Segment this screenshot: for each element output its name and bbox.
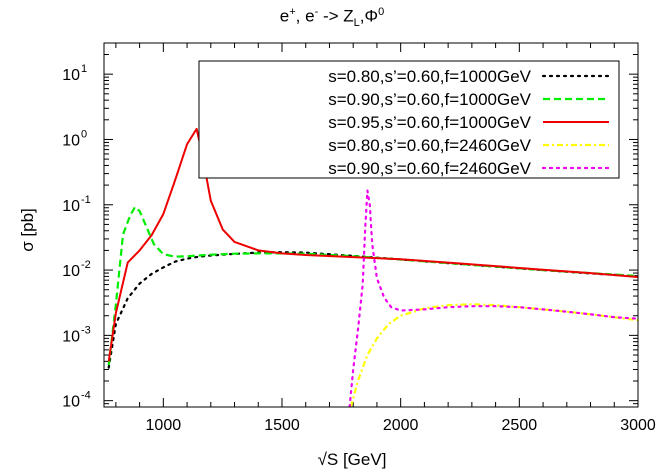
y-tick-label: 10: [62, 67, 80, 84]
legend-label: s=0.90,s’=0.60,f=1000GeV: [328, 90, 531, 109]
y-axis-label: σ [pb]: [18, 208, 37, 252]
x-tick-label: 3000: [620, 417, 656, 434]
x-tick-label: 2500: [502, 417, 538, 434]
y-tick-label: 10: [62, 132, 80, 149]
series-line-3: [107, 127, 638, 362]
series-line-2: [107, 206, 638, 366]
legend-label: s=0.95,s’=0.60,f=1000GeV: [328, 113, 531, 132]
y-tick-exponent: 0: [81, 128, 87, 140]
y-tick-label: 10: [62, 198, 80, 215]
y-tick-label: 10: [62, 263, 80, 280]
title-part: L: [353, 17, 360, 30]
y-tick-label: 10: [62, 394, 80, 411]
series-line-5: [348, 189, 638, 407]
title-part: -> Z: [318, 6, 354, 26]
y-tick-exponent: -1: [81, 194, 91, 206]
title-part: -: [314, 6, 319, 18]
plot-frame: [103, 42, 639, 408]
series-line-1: [107, 251, 638, 369]
x-tick-label: 2000: [383, 417, 419, 434]
title-part: e: [279, 6, 290, 26]
title-part: +: [289, 6, 296, 18]
x-tick-label: 1500: [264, 417, 300, 434]
legend-label: s=0.80,s’=0.60,f=2460GeV: [328, 136, 531, 155]
y-tick-exponent: -2: [81, 259, 91, 271]
x-tick-label: 1000: [146, 417, 182, 434]
x-axis-label: √S [GeV]: [317, 450, 387, 469]
legend-label: s=0.80,s’=0.60,f=1000GeV: [328, 67, 531, 86]
y-tick-label: 10: [62, 328, 80, 345]
chart-title: e+, e- -> ZL,Φ0: [0, 6, 664, 29]
y-tick-exponent: 1: [81, 63, 87, 75]
y-tick-exponent: -4: [81, 390, 91, 402]
title-part: 0: [378, 6, 385, 18]
series-line-4: [349, 303, 638, 407]
title-part: , e: [295, 6, 315, 26]
legend-box: [198, 60, 620, 179]
title-part: ,Φ: [359, 6, 379, 26]
y-tick-exponent: -3: [81, 324, 91, 336]
legend-label: s=0.90,s’=0.60,f=2460GeV: [328, 159, 531, 178]
